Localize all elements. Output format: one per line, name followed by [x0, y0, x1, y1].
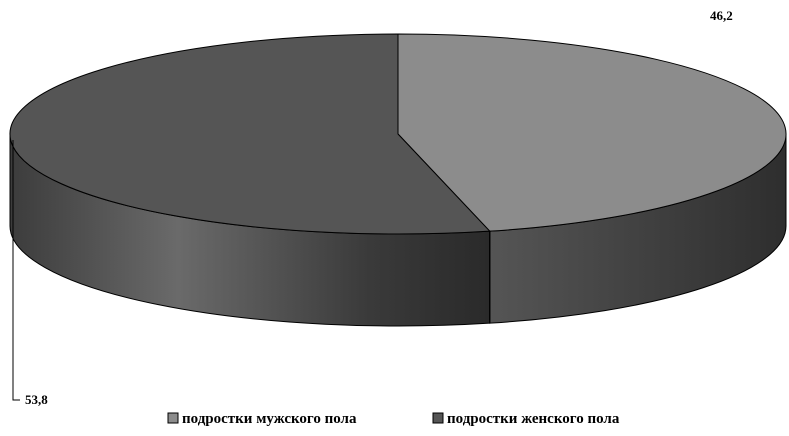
- pie-slice-male: [397, 33, 787, 232]
- leader-line: [12, 140, 20, 401]
- legend-swatch-male: [167, 412, 179, 424]
- data-label-male: 46,2: [710, 8, 733, 23]
- legend-label-female: подростки женского пола: [447, 411, 620, 427]
- legend-swatch-female: [432, 412, 444, 424]
- legend: подростки мужского пола подростки женско…: [167, 411, 620, 427]
- data-label-female: 53,8: [25, 392, 48, 407]
- legend-label-male: подростки мужского пола: [182, 411, 357, 427]
- pie-top-faces: [9, 33, 787, 235]
